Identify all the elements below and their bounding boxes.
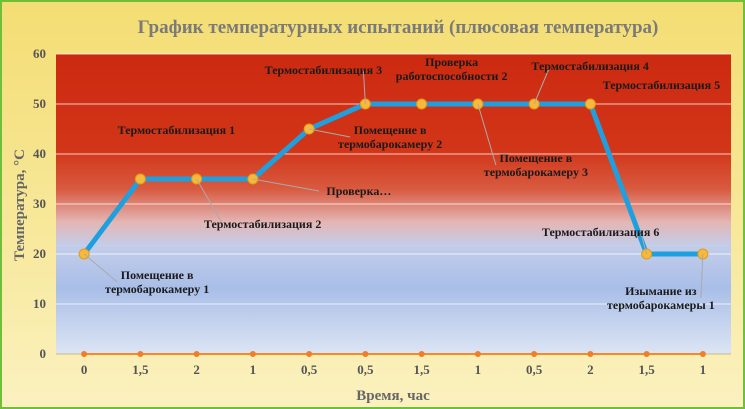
x-tick-label: 1,5 [132, 362, 149, 377]
temperature-point [134, 173, 146, 185]
baseline-point [81, 351, 88, 357]
annotation-leader [362, 69, 366, 105]
baseline-point [699, 351, 706, 357]
annotation-leader [252, 178, 319, 192]
baseline-point [249, 351, 256, 357]
annotation-line: Термостабилизация 4 [531, 59, 648, 73]
baseline-point [418, 351, 425, 357]
temperature-line [82, 101, 703, 257]
annotation-label: Термостабилизация 6 [542, 225, 659, 239]
x-axis-title: Время, час [356, 388, 430, 404]
baseline-point [587, 351, 594, 357]
annotation-label: Помещение в термобарокамеру 2 [338, 123, 442, 151]
x-tick-label: 1 [250, 362, 257, 377]
y-tick-label: 30 [33, 196, 46, 211]
annotation-line: Проверка [425, 55, 478, 69]
baseline-point [306, 351, 313, 357]
x-tick-label: 2 [587, 362, 594, 377]
x-tick-label: 0,5 [526, 362, 543, 377]
annotation-line: Термостабилизация 5 [603, 78, 720, 92]
baseline-point [643, 351, 650, 357]
x-tick-label: 1,5 [414, 362, 431, 377]
temperature-point [416, 98, 428, 110]
x-tick-label: 2 [193, 362, 200, 377]
annotation-line: Термостабилизация 3 [265, 63, 382, 77]
baseline-point [137, 351, 144, 357]
annotation-label: Помещение в термобарокамеру 1 [105, 268, 209, 296]
annotation-leader [533, 65, 551, 105]
annotation-line: термобарокамеру 2 [338, 137, 442, 151]
y-tick-label: 20 [33, 246, 46, 261]
temperature-series [78, 98, 709, 260]
annotation-label: Термостабилизация 4 [531, 59, 648, 73]
annotation-label: Термостабилизация 2 [204, 217, 321, 231]
annotation-label: Термостабилизация 5 [603, 78, 720, 92]
annotation-line: термобарокамеру 3 [484, 165, 588, 179]
baseline-point [531, 351, 538, 357]
y-axis-ticks: 0 10 20 30 40 50 60 [33, 46, 46, 361]
x-tick-label: 1,5 [639, 362, 656, 377]
x-tick-label: 1 [475, 362, 482, 377]
annotation-label: Термостабилизация 3 [265, 63, 382, 77]
x-tick-label: 0,5 [301, 362, 318, 377]
y-axis-title: Температура, °С [12, 149, 28, 261]
y-tick-label: 40 [33, 146, 46, 161]
chart-title: График температурных испытаний (плюсовая… [138, 17, 659, 38]
annotation-label: Помещение в термобарокамеру 3 [484, 151, 588, 179]
annotations: Помещение в термобарокамеру 1Термостабили… [83, 55, 720, 312]
annotation-line: Изымание из [625, 284, 697, 298]
y-tick-label: 50 [33, 96, 46, 111]
annotation-leader [83, 253, 118, 283]
annotation-line: Термостабилизация 1 [118, 123, 235, 137]
x-tick-label: 0 [81, 362, 88, 377]
annotation-line: Помещение в [500, 151, 573, 165]
x-tick-label: 0,5 [357, 362, 374, 377]
annotation-label: Изымание из термобарокамеры 1 [607, 284, 715, 312]
baseline-point [362, 351, 369, 357]
annotation-leader [640, 231, 648, 255]
annotation-leader [477, 103, 497, 166]
annotation-label: Проверка… [326, 184, 391, 198]
annotation-line: Помещение в [354, 123, 427, 137]
annotation-label: Проверка работоспособности 2 [396, 55, 508, 83]
annotation-line: работоспособности 2 [396, 69, 508, 83]
annotation-line: Термостабилизация 2 [204, 217, 321, 231]
y-tick-label: 60 [33, 46, 46, 61]
temperature-point [584, 98, 596, 110]
baseline-point [193, 351, 200, 357]
x-axis-ticks: 0 1,5 2 1 0,5 0,5 1,5 1 0,5 2 1,5 1 [81, 362, 706, 377]
annotation-line: Термостабилизация 6 [542, 225, 659, 239]
annotation-leader [700, 253, 704, 299]
annotation-line: термобарокамеру 1 [105, 282, 209, 296]
x-tick-label: 1 [700, 362, 707, 377]
annotation-leader [309, 128, 351, 138]
annotation-line: Помещение в [121, 268, 194, 282]
annotation-line: термобарокамеры 1 [607, 298, 715, 312]
y-tick-label: 10 [33, 296, 46, 311]
baseline-series [81, 351, 706, 357]
annotation-line: Проверка… [326, 184, 391, 198]
y-tick-label: 0 [40, 346, 47, 361]
baseline-point [474, 351, 481, 357]
annotation-label: Термостабилизация 1 [118, 123, 235, 137]
annotation-leader [196, 178, 224, 225]
